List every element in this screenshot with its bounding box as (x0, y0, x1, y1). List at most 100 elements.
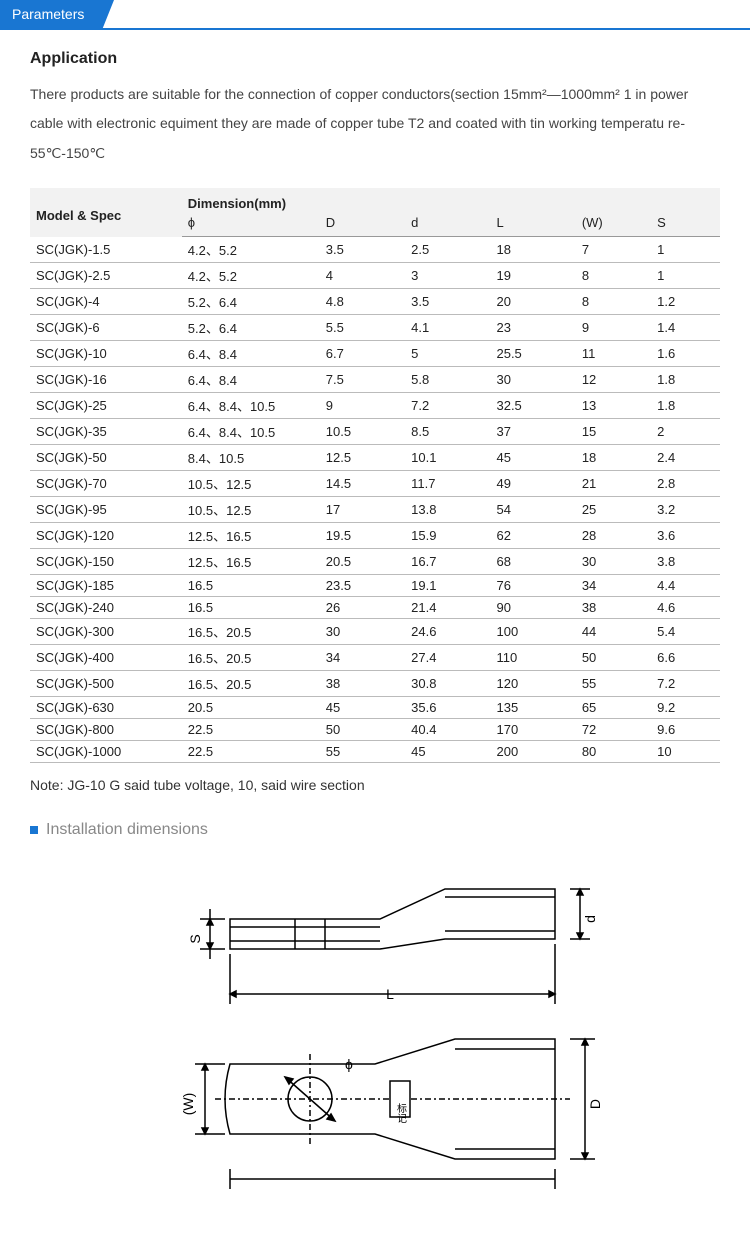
table-cell: 10.1 (405, 445, 490, 471)
table-cell: 6.7 (320, 341, 405, 367)
table-cell: SC(JGK)-25 (30, 393, 182, 419)
col-model: Model & Spec (30, 188, 182, 237)
table-cell: 45 (490, 445, 575, 471)
application-heading: Application (30, 50, 720, 68)
table-row: SC(JGK)-356.4、8.4、10.510.58.537152 (30, 419, 720, 445)
table-cell: SC(JGK)-300 (30, 619, 182, 645)
table-cell: SC(JGK)-10 (30, 341, 182, 367)
table-row: SC(JGK)-256.4、8.4、10.597.232.5131.8 (30, 393, 720, 419)
table-cell: 4.6 (651, 597, 720, 619)
table-row: SC(JGK)-166.4、8.47.55.830121.8 (30, 367, 720, 393)
label-L: L (386, 986, 394, 1002)
table-cell: 30 (576, 549, 651, 575)
table-cell: 50 (576, 645, 651, 671)
table-cell: 7.2 (405, 393, 490, 419)
col-L: L (490, 213, 575, 237)
table-cell: SC(JGK)-500 (30, 671, 182, 697)
table-cell: 55 (576, 671, 651, 697)
table-cell: 170 (490, 719, 575, 741)
table-cell: 30 (320, 619, 405, 645)
col-dimension: Dimension(mm) (182, 188, 720, 213)
table-cell: 4.1 (405, 315, 490, 341)
table-cell: 19.1 (405, 575, 490, 597)
table-cell: 38 (576, 597, 651, 619)
table-row: SC(JGK)-1.54.2、5.23.52.51871 (30, 237, 720, 263)
table-cell: 4.2、5.2 (182, 237, 320, 263)
table-cell: 4.8 (320, 289, 405, 315)
table-cell: 7 (576, 237, 651, 263)
table-cell: 9.6 (651, 719, 720, 741)
table-cell: 5.2、6.4 (182, 289, 320, 315)
table-cell: 18 (576, 445, 651, 471)
table-row: SC(JGK)-45.2、6.44.83.52081.2 (30, 289, 720, 315)
table-cell: 40.4 (405, 719, 490, 741)
table-cell: 68 (490, 549, 575, 575)
table-cell: 62 (490, 523, 575, 549)
table-cell: SC(JGK)-70 (30, 471, 182, 497)
table-cell: 45 (405, 741, 490, 763)
table-cell: 4.2、5.2 (182, 263, 320, 289)
table-cell: 8 (576, 263, 651, 289)
table-cell: 3.2 (651, 497, 720, 523)
label-phi: ϕ (345, 1056, 353, 1072)
table-cell: 6.4、8.4、10.5 (182, 393, 320, 419)
table-cell: 54 (490, 497, 575, 523)
table-row: SC(JGK)-18516.523.519.176344.4 (30, 575, 720, 597)
section-installation-title: Installation dimensions (30, 821, 720, 839)
table-cell: 5.4 (651, 619, 720, 645)
table-cell: SC(JGK)-50 (30, 445, 182, 471)
table-cell: 5 (405, 341, 490, 367)
table-cell: 13.8 (405, 497, 490, 523)
table-cell: 5.5 (320, 315, 405, 341)
label-d: d (582, 915, 598, 923)
content-area: Application There products are suitable … (0, 50, 750, 1239)
table-cell: SC(JGK)-6 (30, 315, 182, 341)
table-cell: 32.5 (490, 393, 575, 419)
table-cell: 16.5、20.5 (182, 619, 320, 645)
table-cell: 1.8 (651, 367, 720, 393)
table-cell: SC(JGK)-1000 (30, 741, 182, 763)
table-cell: SC(JGK)-240 (30, 597, 182, 619)
table-cell: 11.7 (405, 471, 490, 497)
table-cell: 28 (576, 523, 651, 549)
table-cell: 35.6 (405, 697, 490, 719)
table-cell: 100 (490, 619, 575, 645)
table-cell: 34 (320, 645, 405, 671)
table-cell: 45 (320, 697, 405, 719)
table-row: SC(JGK)-7010.5、12.514.511.749212.8 (30, 471, 720, 497)
tab-parameters[interactable]: Parameters (0, 0, 102, 28)
table-cell: 200 (490, 741, 575, 763)
table-row: SC(JGK)-80022.55040.4170729.6 (30, 719, 720, 741)
bullet-icon (30, 826, 38, 834)
table-cell: 16.5 (182, 597, 320, 619)
table-cell: 10.5 (320, 419, 405, 445)
table-row: SC(JGK)-15012.5、16.520.516.768303.8 (30, 549, 720, 575)
col-D: D (320, 213, 405, 237)
table-cell: 20.5 (182, 697, 320, 719)
table-cell: 20 (490, 289, 575, 315)
table-cell: 10 (651, 741, 720, 763)
table-cell: 12.5、16.5 (182, 549, 320, 575)
table-cell: 5.2、6.4 (182, 315, 320, 341)
table-cell: 14.5 (320, 471, 405, 497)
table-cell: 23.5 (320, 575, 405, 597)
table-cell: 17 (320, 497, 405, 523)
table-cell: 2 (651, 419, 720, 445)
table-row: SC(JGK)-24016.52621.490384.6 (30, 597, 720, 619)
table-cell: 120 (490, 671, 575, 697)
table-cell: 76 (490, 575, 575, 597)
table-cell: 6.4、8.4、10.5 (182, 419, 320, 445)
table-cell: 2.8 (651, 471, 720, 497)
table-cell: 1 (651, 263, 720, 289)
table-cell: 12.5、16.5 (182, 523, 320, 549)
table-row: SC(JGK)-65.2、6.45.54.12391.4 (30, 315, 720, 341)
table-cell: 30 (490, 367, 575, 393)
table-cell: 13 (576, 393, 651, 419)
table-cell: 72 (576, 719, 651, 741)
table-row: SC(JGK)-106.4、8.46.7525.5111.6 (30, 341, 720, 367)
col-phi: ϕ (182, 213, 320, 237)
table-cell: 50 (320, 719, 405, 741)
table-cell: 11 (576, 341, 651, 367)
table-cell: 19 (490, 263, 575, 289)
table-note: Note: JG-10 G said tube voltage, 10, sai… (30, 777, 720, 793)
